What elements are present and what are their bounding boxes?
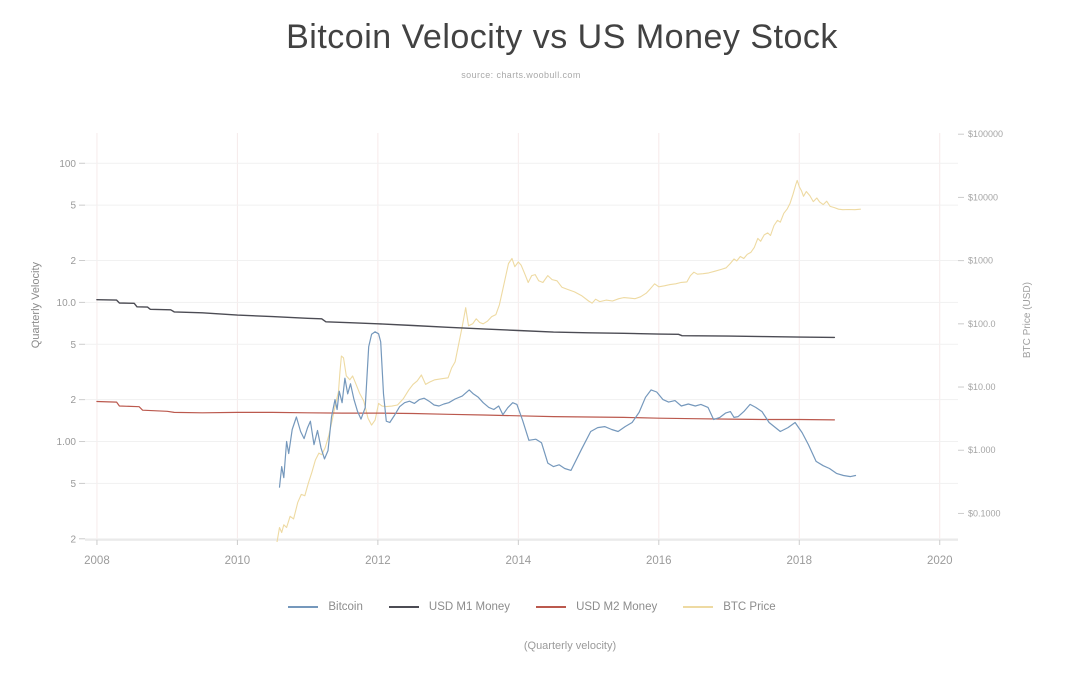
legend-swatch-bitcoin	[288, 606, 319, 608]
legend-item-bitcoin[interactable]: Bitcoin	[288, 601, 363, 613]
x-tick-label: 2020	[927, 555, 953, 567]
y-axis-title-left: Quarterly Velocity	[30, 262, 42, 349]
legend-item-usd-m2[interactable]: USD M2 Money	[536, 601, 657, 613]
x-tick-label: 2014	[506, 555, 532, 567]
series-line-usd-m2	[96, 400, 836, 421]
chart-source: source: charts.woobull.com	[461, 70, 581, 80]
y-right-tick-label: $10000	[968, 192, 998, 202]
y-left-tick-label: 5	[70, 201, 76, 212]
series-line-usd-m1	[96, 299, 836, 339]
y-right-tick-label: $100000	[968, 129, 1003, 139]
y-left-tick-label: 100	[59, 159, 76, 170]
y-right-tick-label: $0.1000	[968, 508, 1001, 518]
y-right-tick-label: $10.00	[968, 382, 996, 392]
legend: Bitcoin USD M1 Money USD M2 Money BTC Price	[0, 601, 1072, 613]
legend-item-usd-m1[interactable]: USD M1 Money	[388, 601, 511, 613]
y-left-tick-label: 2	[70, 256, 76, 267]
x-tick-label: 2018	[786, 555, 812, 567]
y-right-tick-label: $1.000	[968, 445, 996, 455]
legend-label-btc-price: BTC Price	[723, 601, 776, 613]
legend-label-usd-m1: USD M1 Money	[428, 601, 511, 613]
legend-swatch-usd-m2	[536, 606, 567, 608]
x-tick-label: 2016	[646, 555, 672, 567]
y-left-tick-label: 2	[70, 534, 76, 545]
x-tick-label: 2012	[365, 555, 391, 567]
series-line-bitcoin	[278, 331, 857, 488]
legend-label-bitcoin: Bitcoin	[328, 601, 363, 613]
y-left-tick-label: 5	[70, 479, 76, 490]
y-left-tick-label: 10.0	[57, 298, 77, 309]
legend-item-btc-price[interactable]: BTC Price	[683, 601, 776, 613]
y-right-tick-label: $100.0	[968, 319, 996, 329]
y-left-tick-label: 5	[70, 340, 76, 351]
y-left-tick-label: 1.00	[57, 437, 77, 448]
chart-title: Bitcoin Velocity vs US Money Stock	[286, 18, 838, 56]
legend-swatch-usd-m1	[388, 606, 419, 608]
x-tick-label: 2008	[84, 555, 110, 567]
series-line-btc-price	[276, 179, 861, 542]
y-left-tick-label: 2	[70, 395, 76, 406]
legend-swatch-btc-price	[683, 606, 714, 608]
chart-caption: (Quarterly velocity)	[523, 640, 617, 652]
y-axis-title-right: BTC Price (USD)	[1022, 282, 1033, 359]
x-tick-label: 2010	[225, 555, 251, 567]
y-right-tick-label: $1000	[968, 256, 993, 266]
legend-label-usd-m2: USD M2 Money	[576, 601, 658, 613]
